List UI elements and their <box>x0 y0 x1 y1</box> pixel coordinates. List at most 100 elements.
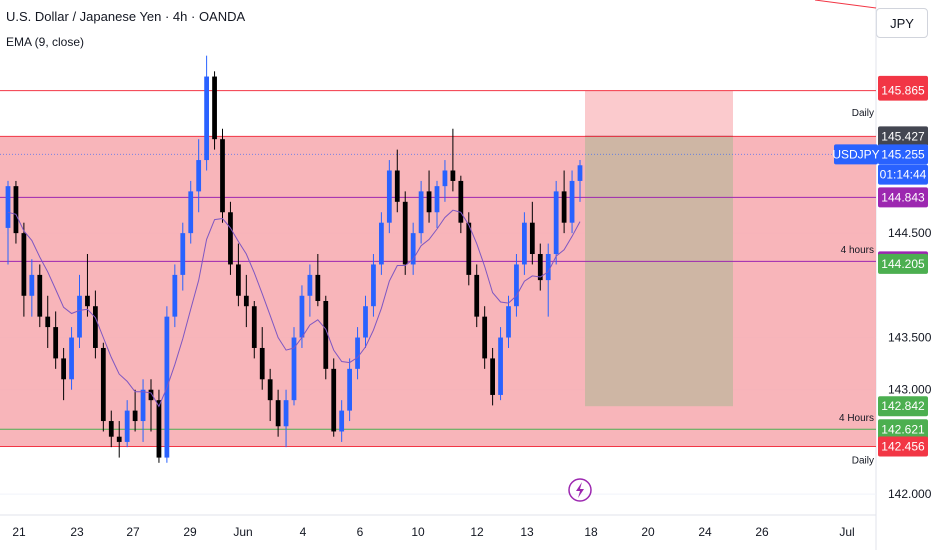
position-zone <box>585 136 733 407</box>
indicator-legend[interactable]: EMA (9, close) <box>6 35 85 49</box>
candle-body <box>323 300 329 369</box>
x-tick-label: 24 <box>698 525 712 539</box>
candle-body <box>196 160 202 192</box>
price-tag-label: 145.427 <box>881 129 925 143</box>
candle-body <box>220 139 225 213</box>
price-tag <box>878 419 928 440</box>
candle-body <box>267 379 273 401</box>
candle-body <box>363 306 368 338</box>
x-tick-label: Jul <box>839 525 854 539</box>
candle-body <box>204 76 209 161</box>
candle-body <box>529 222 535 255</box>
candle-body <box>410 233 416 265</box>
candle-body <box>61 358 66 380</box>
candle-body <box>307 274 313 296</box>
candle-body <box>13 186 19 234</box>
symbol-tag-label: USDJPY <box>832 147 879 161</box>
candle-body <box>347 368 352 411</box>
y-tick-label: 144.500 <box>888 226 932 240</box>
x-tick-label: 18 <box>584 525 598 539</box>
ema-line <box>7 209 581 408</box>
candle-body <box>45 316 51 328</box>
candle-body <box>243 295 249 307</box>
price-tag <box>878 80 928 101</box>
candle-body <box>394 170 400 202</box>
price-axis[interactable]: 142.000143.000143.500144.500145.910145.8… <box>832 75 932 501</box>
x-tick-label: 26 <box>755 525 769 539</box>
candle-body <box>180 233 186 275</box>
x-tick-label: 20 <box>641 525 655 539</box>
price-tag-label: 144.205 <box>881 257 925 271</box>
candle-body <box>259 347 265 380</box>
symbol-tag <box>834 144 878 165</box>
candle-body <box>251 306 257 348</box>
x-tick-label: 6 <box>357 525 364 539</box>
candle-body <box>116 436 122 442</box>
range-zones <box>0 90 876 447</box>
y-tick-label: 142.000 <box>888 487 932 501</box>
candle-body <box>5 186 11 228</box>
x-tick-label: 23 <box>70 525 84 539</box>
target-zone <box>585 90 733 137</box>
candle-body <box>418 191 424 234</box>
candle-body <box>537 254 543 281</box>
price-tag <box>878 126 928 147</box>
x-tick-label: Jun <box>233 525 252 539</box>
lightning-icon <box>568 478 592 502</box>
price-tag-label: 145.865 <box>881 84 925 98</box>
price-tag <box>878 436 928 457</box>
time-axis[interactable]: 21 23 27 29 Jun 4 6 10 12 13 18 20 24 26 Jul <box>12 525 854 539</box>
candle-body <box>561 191 567 223</box>
price-tag-label: 142.621 <box>881 422 925 436</box>
candle-body <box>379 222 384 265</box>
candle-body <box>553 191 559 255</box>
candle-body <box>426 191 432 213</box>
candle-body <box>355 337 360 369</box>
candle-body <box>156 400 162 458</box>
misc-marks <box>568 0 877 502</box>
price-tag <box>878 144 928 165</box>
candle-body <box>458 180 464 223</box>
candle-body <box>442 170 448 187</box>
candle-body <box>100 347 106 422</box>
candle-body <box>124 410 130 442</box>
candle-body <box>482 316 488 359</box>
x-tick-label: 13 <box>520 525 534 539</box>
price-tag-label: 142.842 <box>881 399 925 413</box>
trend-line <box>814 0 877 9</box>
candle-body <box>291 337 297 401</box>
candle-body <box>545 254 551 281</box>
candle-body <box>29 274 35 296</box>
level-notes: Daily 4 hours 4 Hours Daily <box>839 108 874 467</box>
candle-body <box>299 295 305 338</box>
x-tick-label: 27 <box>126 525 140 539</box>
candle-body <box>315 274 321 301</box>
chart-title: U.S. Dollar / Japanese Yen · 4h · OANDA <box>6 9 246 24</box>
candle-body <box>228 212 233 265</box>
candle-body <box>522 222 527 265</box>
candle-body <box>172 274 178 317</box>
candle-body <box>140 389 146 422</box>
candle-body <box>450 170 456 181</box>
candle-body <box>93 306 98 348</box>
ema-path <box>7 209 581 408</box>
y-tick-label: 143.500 <box>888 331 932 345</box>
x-tick-label: 4 <box>300 525 307 539</box>
candle-body <box>53 327 59 359</box>
candle-body <box>132 410 138 422</box>
candle-body <box>402 201 408 265</box>
candle-body <box>339 410 345 432</box>
range-zone <box>0 136 876 447</box>
candle-body <box>506 306 511 338</box>
candle-body <box>371 264 376 307</box>
level-note: 4 hours <box>841 245 874 256</box>
level-note: 4 Hours <box>839 413 874 424</box>
x-tick-label: 21 <box>12 525 26 539</box>
currency-button[interactable]: JPY <box>876 8 928 38</box>
price-tag <box>878 164 928 185</box>
candle-body <box>498 337 503 395</box>
candle-body <box>236 264 241 296</box>
candle-body <box>188 191 194 234</box>
candle-body <box>21 233 27 296</box>
